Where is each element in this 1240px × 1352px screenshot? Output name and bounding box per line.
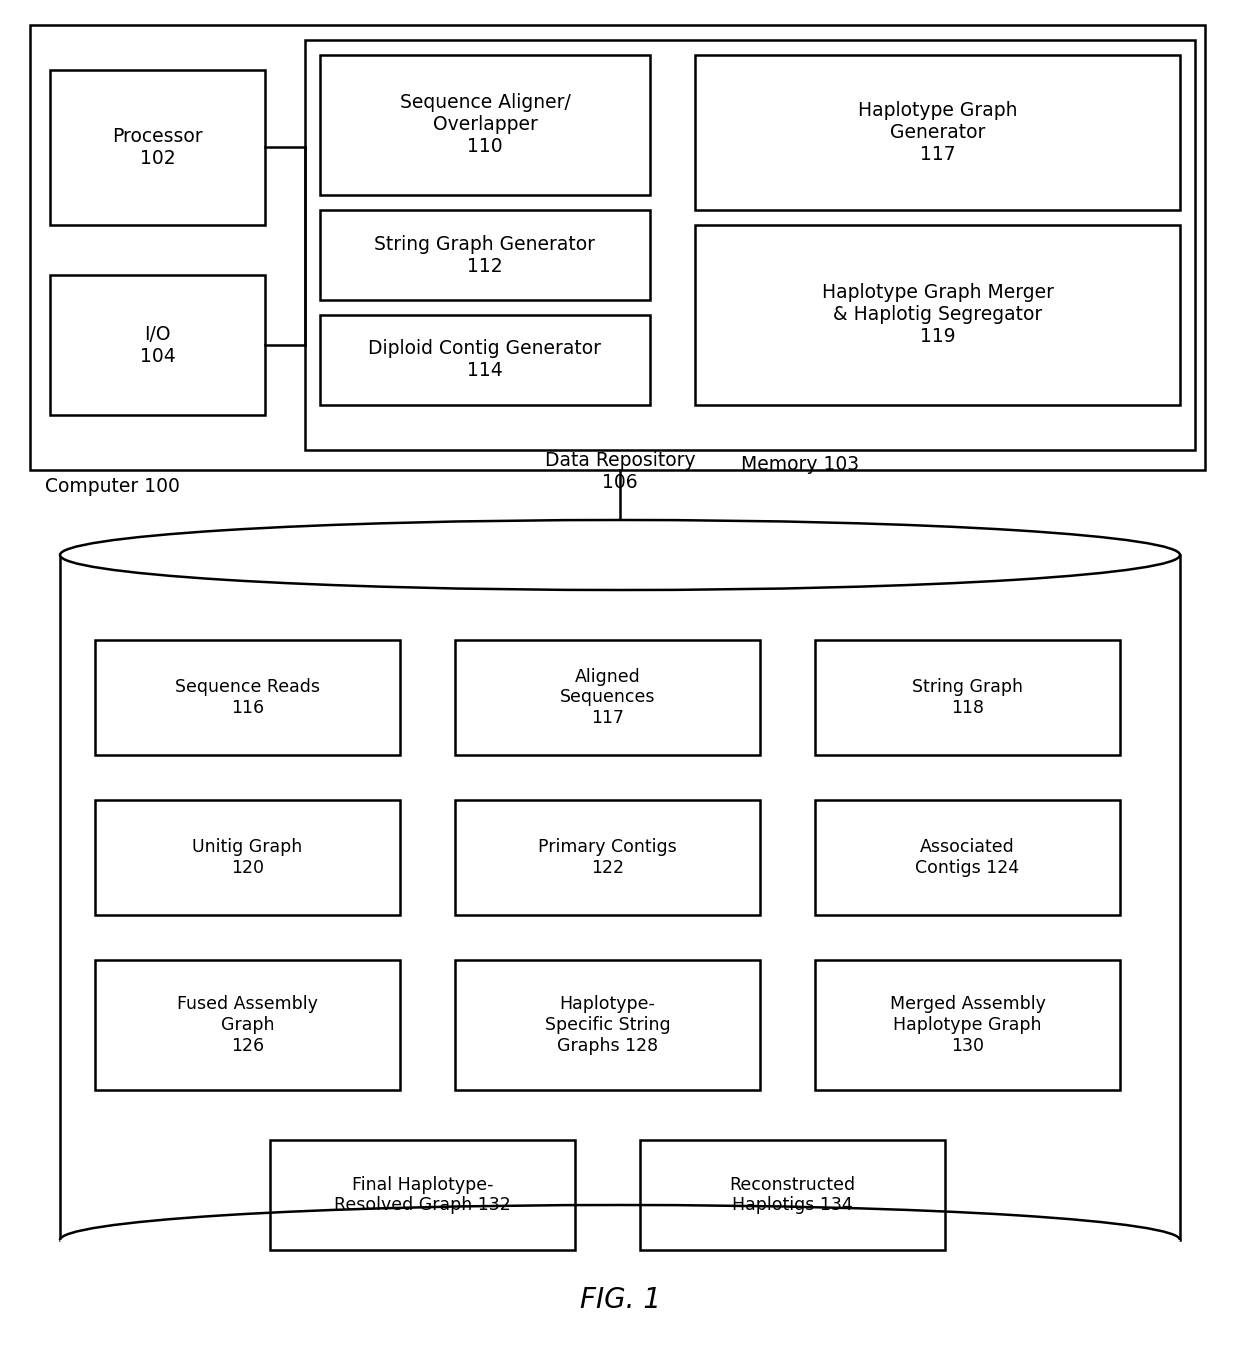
Bar — [455, 960, 760, 1090]
Bar — [320, 210, 650, 300]
Text: Haplotype Graph Merger
& Haplotig Segregator
119: Haplotype Graph Merger & Haplotig Segreg… — [821, 284, 1054, 346]
Text: Final Haplotype-
Resolved Graph 132: Final Haplotype- Resolved Graph 132 — [334, 1176, 511, 1214]
Bar — [815, 800, 1120, 915]
Text: Haplotype-
Specific String
Graphs 128: Haplotype- Specific String Graphs 128 — [544, 995, 671, 1055]
Text: FIG. 1: FIG. 1 — [579, 1286, 661, 1314]
Text: Reconstructed
Haplotigs 134: Reconstructed Haplotigs 134 — [729, 1176, 856, 1214]
Text: I/O
104: I/O 104 — [140, 324, 175, 365]
Text: Sequence Aligner/
Overlapper
110: Sequence Aligner/ Overlapper 110 — [399, 93, 570, 157]
Bar — [95, 960, 401, 1090]
Text: Processor
102: Processor 102 — [112, 127, 203, 168]
Text: Aligned
Sequences
117: Aligned Sequences 117 — [559, 668, 655, 727]
Text: Sequence Reads
116: Sequence Reads 116 — [175, 679, 320, 717]
Text: Computer 100: Computer 100 — [45, 477, 180, 496]
Bar — [95, 800, 401, 915]
Text: Data Repository
106: Data Repository 106 — [544, 452, 696, 492]
Text: Haplotype Graph
Generator
117: Haplotype Graph Generator 117 — [858, 101, 1017, 164]
Bar — [305, 41, 1195, 450]
Bar — [320, 55, 650, 195]
Bar — [95, 639, 401, 754]
Text: String Graph
118: String Graph 118 — [911, 679, 1023, 717]
Bar — [694, 55, 1180, 210]
Text: Associated
Contigs 124: Associated Contigs 124 — [915, 838, 1019, 877]
Bar — [694, 224, 1180, 406]
Bar — [320, 315, 650, 406]
Bar — [270, 1140, 575, 1251]
Bar — [815, 639, 1120, 754]
Text: Merged Assembly
Haplotype Graph
130: Merged Assembly Haplotype Graph 130 — [889, 995, 1045, 1055]
Bar — [50, 274, 265, 415]
Bar — [30, 24, 1205, 470]
Ellipse shape — [60, 1205, 1180, 1275]
Text: Fused Assembly
Graph
126: Fused Assembly Graph 126 — [177, 995, 317, 1055]
Bar — [640, 1140, 945, 1251]
Text: String Graph Generator
112: String Graph Generator 112 — [374, 234, 595, 276]
Text: Memory 103: Memory 103 — [742, 456, 859, 475]
Text: Unitig Graph
120: Unitig Graph 120 — [192, 838, 303, 877]
Bar — [50, 70, 265, 224]
Bar — [455, 800, 760, 915]
Bar — [455, 639, 760, 754]
Text: Diploid Contig Generator
114: Diploid Contig Generator 114 — [368, 339, 601, 380]
Text: Primary Contigs
122: Primary Contigs 122 — [538, 838, 677, 877]
Bar — [815, 960, 1120, 1090]
Ellipse shape — [60, 521, 1180, 589]
